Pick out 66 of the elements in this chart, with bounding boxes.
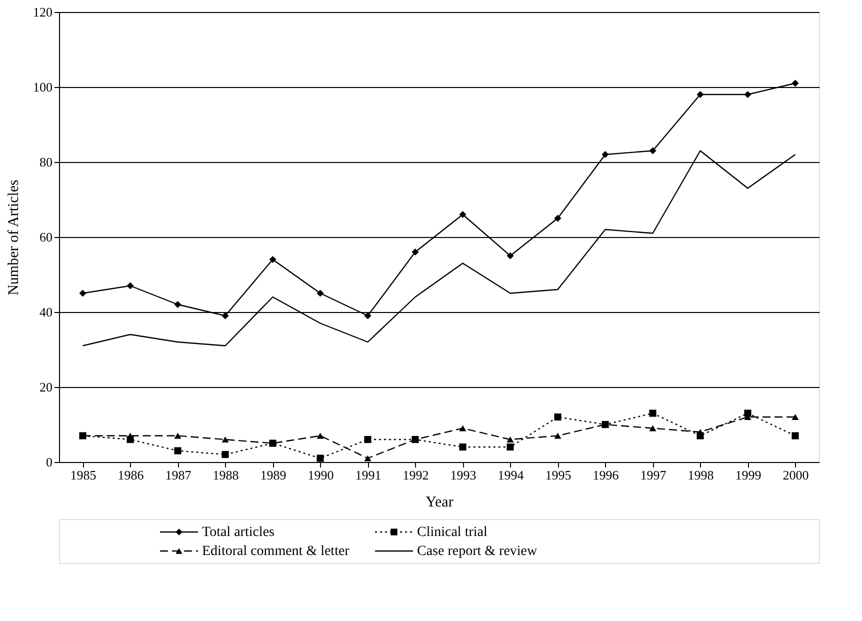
point (459, 443, 466, 451)
point (459, 210, 466, 218)
point (554, 413, 562, 421)
legend-label: Editoral comment & letter (202, 544, 350, 559)
point (459, 425, 466, 432)
point (506, 443, 514, 451)
y-tick-label: 60 (40, 230, 52, 244)
x-tick-label: 1989 (260, 468, 286, 482)
x-axis-title: Year (426, 494, 454, 510)
point (554, 432, 562, 439)
x-tick-label: 1985 (70, 468, 96, 482)
point (649, 410, 656, 417)
point (364, 312, 372, 320)
point (174, 447, 182, 454)
point (649, 147, 656, 154)
point (222, 450, 229, 458)
x-tick-label: 1990 (308, 468, 334, 482)
point (744, 90, 752, 98)
x-tick-label: 1993 (450, 468, 476, 482)
legend-label: Total articles (202, 525, 274, 540)
point (316, 454, 324, 462)
x-tick-label: 1999 (735, 468, 762, 482)
y-tick-label: 40 (40, 304, 52, 320)
point (792, 80, 799, 87)
y-tick-label: 120 (33, 4, 52, 20)
x-tick-label: 1997 (640, 468, 667, 482)
point (174, 432, 182, 439)
point (744, 410, 752, 417)
x-tick-label: 1987 (165, 468, 192, 482)
point (174, 300, 182, 308)
x-tick-label: 1996 (592, 468, 620, 482)
point (364, 455, 372, 462)
legend-label: Clinical trial (417, 525, 488, 540)
x-tick-label: 1998 (688, 468, 714, 482)
x-tick-label: 1988 (212, 468, 239, 482)
point (126, 282, 134, 290)
x-tick-label: 1986 (118, 468, 144, 482)
point (222, 436, 229, 443)
x-tick-label: 1995 (545, 468, 572, 482)
x-tick-label: 1992 (402, 468, 429, 482)
point (554, 214, 562, 222)
point (316, 290, 324, 297)
y-tick-label: 80 (40, 154, 52, 170)
y-axis-title: Number of Articles (6, 179, 22, 296)
point (792, 414, 799, 420)
x-tick-label: 2000 (782, 468, 809, 482)
point (412, 248, 419, 256)
point (222, 312, 229, 320)
point (602, 150, 609, 158)
point (696, 90, 704, 98)
y-tick-label: 20 (40, 380, 52, 394)
point (79, 290, 86, 297)
x-tick-label: 1991 (355, 468, 382, 482)
point (269, 256, 276, 264)
point (364, 436, 372, 444)
point (792, 432, 799, 440)
point (506, 252, 514, 260)
point (506, 436, 514, 443)
point (316, 432, 324, 439)
y-tick-label: 100 (33, 80, 52, 94)
legend-label: Case report & review (417, 544, 538, 559)
point (649, 425, 656, 432)
point (696, 428, 704, 436)
y-tick-label: 0 (46, 454, 52, 470)
x-tick-label: 1994 (498, 468, 524, 482)
point (126, 432, 134, 439)
